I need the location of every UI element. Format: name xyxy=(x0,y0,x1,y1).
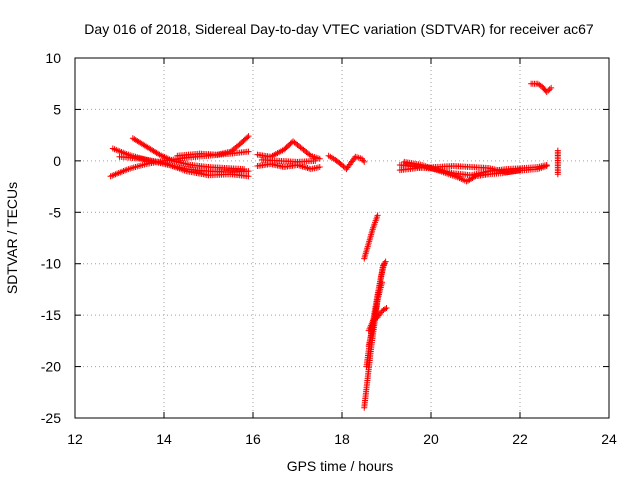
y-tick-label: -20 xyxy=(41,359,61,375)
series-arc-K xyxy=(396,163,550,176)
data-point xyxy=(241,166,248,173)
y-axis-label: SDTVAR / TECUs xyxy=(4,182,20,294)
data-point xyxy=(548,84,555,91)
data-point xyxy=(554,171,561,178)
y-tick-label: 5 xyxy=(53,101,61,117)
data-point xyxy=(381,260,388,267)
data-point xyxy=(316,164,323,171)
series-arc-C xyxy=(129,135,248,173)
plot-frame xyxy=(74,57,610,419)
data-point xyxy=(245,133,252,140)
data-point xyxy=(383,304,390,311)
y-tick-label: -5 xyxy=(49,204,62,220)
x-tick-label: 18 xyxy=(334,431,350,447)
x-tick-label: 14 xyxy=(156,431,172,447)
data-point xyxy=(543,88,550,95)
series-arc-F xyxy=(254,138,323,162)
data-point xyxy=(339,161,345,168)
axis-ticks: 12 14 16 18 20 22 24 -25 -20 -15 -10 -5 0 5 10 xyxy=(41,50,617,447)
data-point xyxy=(312,157,319,164)
data-point xyxy=(245,173,252,180)
data-point xyxy=(306,151,313,158)
series-arc-M xyxy=(528,80,555,95)
data-point xyxy=(545,87,552,94)
x-tick-label: 22 xyxy=(512,431,528,447)
series-arc-L xyxy=(401,158,523,185)
data-point xyxy=(374,212,381,219)
y-tick-label: 0 xyxy=(53,153,61,169)
x-axis-label: GPS time / hours xyxy=(287,458,394,474)
data-point xyxy=(244,134,251,141)
data-point xyxy=(316,155,323,162)
x-tick-label: 24 xyxy=(601,431,617,447)
data-point xyxy=(517,167,523,174)
data-point xyxy=(379,279,386,286)
series-arc-H xyxy=(258,156,319,165)
y-tick-label: 10 xyxy=(45,50,61,66)
y-tick-label: -25 xyxy=(41,410,61,426)
x-tick-label: 16 xyxy=(245,431,261,447)
data-point xyxy=(361,158,368,165)
series-arc-I xyxy=(325,152,368,173)
x-tick-label: 12 xyxy=(67,431,83,447)
data-point xyxy=(340,163,347,170)
data-point xyxy=(155,150,162,157)
data-point xyxy=(245,148,252,155)
y-tick-label: -10 xyxy=(41,256,61,272)
data-points xyxy=(107,80,561,411)
grid-lines xyxy=(75,58,609,418)
series-arc-N xyxy=(554,147,561,178)
x-tick-label: 20 xyxy=(423,431,439,447)
data-point xyxy=(543,163,550,169)
data-point xyxy=(471,174,478,181)
series-arc-G xyxy=(254,160,323,173)
data-point xyxy=(245,168,252,175)
series-arc-O xyxy=(361,212,381,262)
chart-title: Day 016 of 2018, Sidereal Day-to-day VTE… xyxy=(84,21,594,37)
data-point xyxy=(546,86,553,93)
data-point xyxy=(382,305,389,312)
series-arc-D xyxy=(116,153,252,180)
series-arc-E xyxy=(174,133,252,159)
y-tick-label: -15 xyxy=(41,307,61,323)
series-arc-S xyxy=(365,279,386,349)
series-arc-P xyxy=(361,258,389,411)
